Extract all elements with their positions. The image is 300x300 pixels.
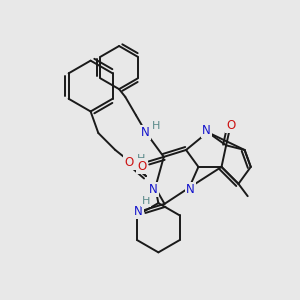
Text: N: N: [149, 183, 158, 196]
Text: N: N: [126, 156, 135, 169]
Text: H: H: [142, 196, 150, 206]
Text: H: H: [137, 154, 146, 164]
Text: N: N: [134, 205, 143, 218]
Text: N: N: [186, 183, 195, 196]
Text: N: N: [141, 126, 150, 139]
Text: N: N: [202, 124, 211, 137]
Text: O: O: [138, 160, 147, 172]
Text: O: O: [124, 156, 134, 169]
Text: O: O: [226, 119, 236, 132]
Text: H: H: [152, 121, 160, 131]
